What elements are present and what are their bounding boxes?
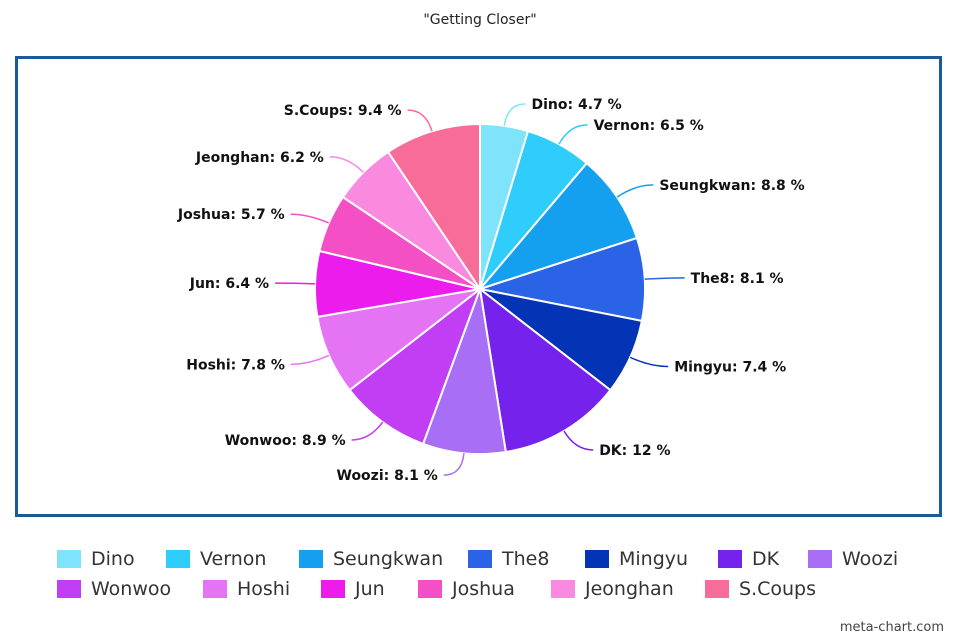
- legend-swatch: [585, 550, 609, 568]
- connector-seungkwan: [616, 184, 654, 198]
- slice-label-s-coups: S.Coups: 9.4 %: [284, 103, 402, 119]
- legend-swatch: [57, 550, 81, 568]
- legend-label: Mingyu: [619, 548, 689, 570]
- legend-label: S.Coups: [739, 578, 816, 600]
- slice-label-jeonghan: Jeonghan: 6.2 %: [195, 150, 324, 166]
- legend-label: Seungkwan: [333, 548, 444, 570]
- pie-slice-wonwoo: [348, 286, 483, 446]
- slice-label-woozi: Woozi: 8.1 %: [337, 468, 438, 484]
- legend-swatch: [57, 580, 81, 598]
- pie-chart: Dino: 4.7 % Vernon: 6.5 % Seungkwan: 8.8 %…: [177, 97, 805, 484]
- legend-label: Dino: [91, 548, 135, 570]
- legend-swatch: [166, 550, 190, 568]
- legend-swatch: [808, 550, 832, 568]
- watermark: meta-chart.com: [839, 620, 944, 635]
- legend-item-dino: Dino: [57, 545, 135, 573]
- legend-item-mingyu: Mingyu: [585, 545, 688, 573]
- pie-slice-seungkwan: [476, 161, 639, 292]
- legend-swatch: [718, 550, 742, 568]
- legend-label: Wonwoo: [91, 578, 172, 600]
- connector-s-coups: [407, 109, 433, 132]
- legend-swatch: [418, 580, 442, 598]
- legend-item-hoshi: Hoshi: [203, 575, 290, 603]
- slice-label-vernon: Vernon: 6.5 %: [594, 118, 704, 134]
- slice-label-dino: Dino: 4.7 %: [532, 97, 622, 113]
- legend-swatch: [551, 580, 575, 598]
- legend-label: DK: [752, 548, 780, 570]
- chart-frame: [15, 56, 942, 517]
- legend-label: Vernon: [200, 548, 267, 570]
- connector-woozi: [443, 453, 465, 476]
- legend-item-vernon: Vernon: [166, 545, 266, 573]
- legend-swatch: [203, 580, 227, 598]
- legend-swatch: [299, 550, 323, 568]
- legend-item-jeonghan: Jeonghan: [551, 575, 674, 603]
- slice-label-dk: DK: 12 %: [599, 443, 670, 459]
- connector-the8: [644, 277, 685, 280]
- connector-wonwoo: [351, 421, 384, 441]
- slice-label-the8: The8: 8.1 %: [691, 271, 784, 287]
- connector-jun: [275, 282, 316, 285]
- legend-label: Woozi: [842, 548, 899, 570]
- legend-item-seungkwan: Seungkwan: [299, 545, 443, 573]
- connector-vernon: [558, 124, 588, 145]
- connector-dino: [503, 103, 526, 126]
- legend-label: Jun: [355, 578, 385, 600]
- connector-jeonghan: [329, 156, 364, 173]
- slice-label-jun: Jun: 6.4 %: [189, 276, 269, 292]
- slice-label-seungkwan: Seungkwan: 8.8 %: [659, 178, 804, 194]
- slice-label-joshua: Joshua: 5.7 %: [177, 207, 285, 223]
- legend-label: Hoshi: [237, 578, 291, 600]
- legend-item-woozi: Woozi: [808, 545, 898, 573]
- legend-swatch: [468, 550, 492, 568]
- legend-item-the8: The8: [468, 545, 549, 573]
- slice-label-mingyu: Mingyu: 7.4 %: [674, 359, 786, 375]
- connector-hoshi: [290, 354, 330, 366]
- legend-item-s-coups: S.Coups: [705, 575, 816, 603]
- pie-slice-s-coups: [386, 122, 481, 293]
- legend-item-dk: DK: [718, 545, 779, 573]
- legend-swatch: [321, 580, 345, 598]
- connector-mingyu: [629, 356, 669, 368]
- legend-swatch: [705, 580, 729, 598]
- slice-label-hoshi: Hoshi: 7.8 %: [186, 357, 285, 373]
- legend-label: The8: [502, 548, 550, 570]
- legend-label: Jeonghan: [585, 578, 674, 600]
- legend-item-joshua: Joshua: [418, 575, 515, 603]
- connector-joshua: [290, 213, 330, 224]
- chart-title: "Getting Closer": [423, 12, 537, 28]
- slice-label-wonwoo: Wonwoo: 8.9 %: [225, 433, 346, 449]
- legend-item-jun: Jun: [321, 575, 385, 603]
- connector-dk: [563, 430, 594, 451]
- legend-item-wonwoo: Wonwoo: [57, 575, 171, 603]
- legend-label: Joshua: [452, 578, 515, 600]
